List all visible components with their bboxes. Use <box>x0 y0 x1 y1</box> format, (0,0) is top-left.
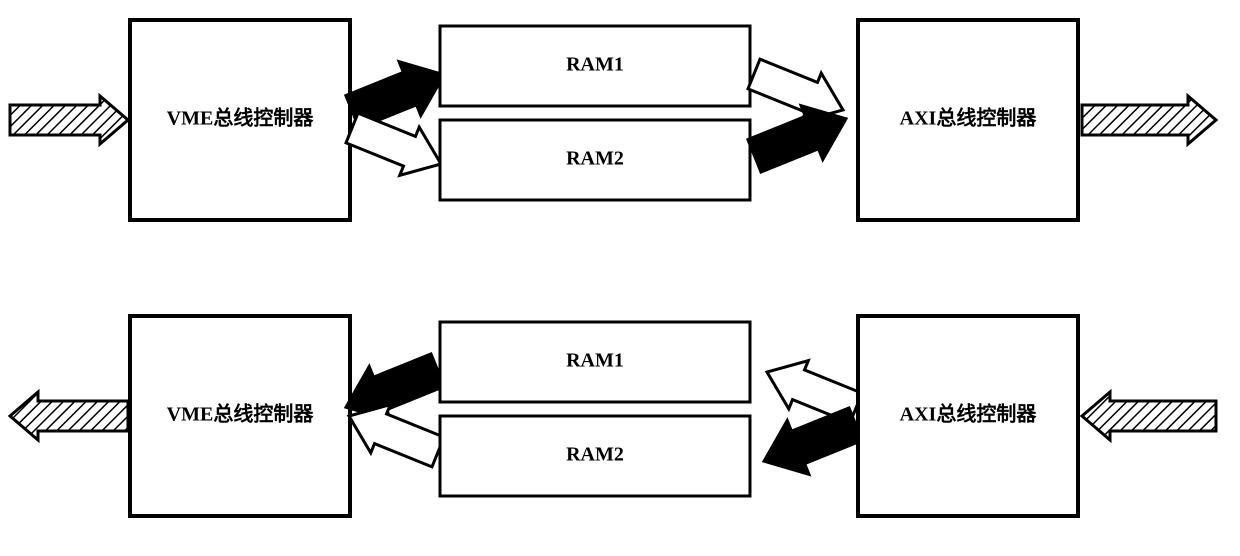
diagram-canvas: VME总线控制器 RAM1 RAM2 <box>0 0 1240 556</box>
arrow-vme-ram2-white-top <box>342 104 450 188</box>
vme-label-bottom: VME总线控制器 <box>167 402 315 426</box>
ram2-label-bottom: RAM2 <box>566 444 624 466</box>
axi-label-bottom: AXI总线控制器 <box>900 402 1038 426</box>
ram2-label-top: RAM2 <box>566 148 624 170</box>
row-bottom: VME总线控制器 RAM1 RAM2 <box>10 316 1216 516</box>
vme-label-top: VME总线控制器 <box>167 106 315 130</box>
ram1-label-bottom: RAM1 <box>566 350 624 372</box>
input-arrow-left-top <box>10 96 128 144</box>
output-arrow-left-bottom <box>10 392 128 440</box>
axi-label-top: AXI总线控制器 <box>900 106 1038 130</box>
input-arrow-right-bottom <box>1082 392 1216 440</box>
row-top: VME总线控制器 RAM1 RAM2 <box>10 20 1216 220</box>
ram1-label-top: RAM1 <box>566 54 624 76</box>
arrow-axi-ram2-black-bottom <box>752 396 867 489</box>
output-arrow-right-top <box>1082 96 1216 144</box>
